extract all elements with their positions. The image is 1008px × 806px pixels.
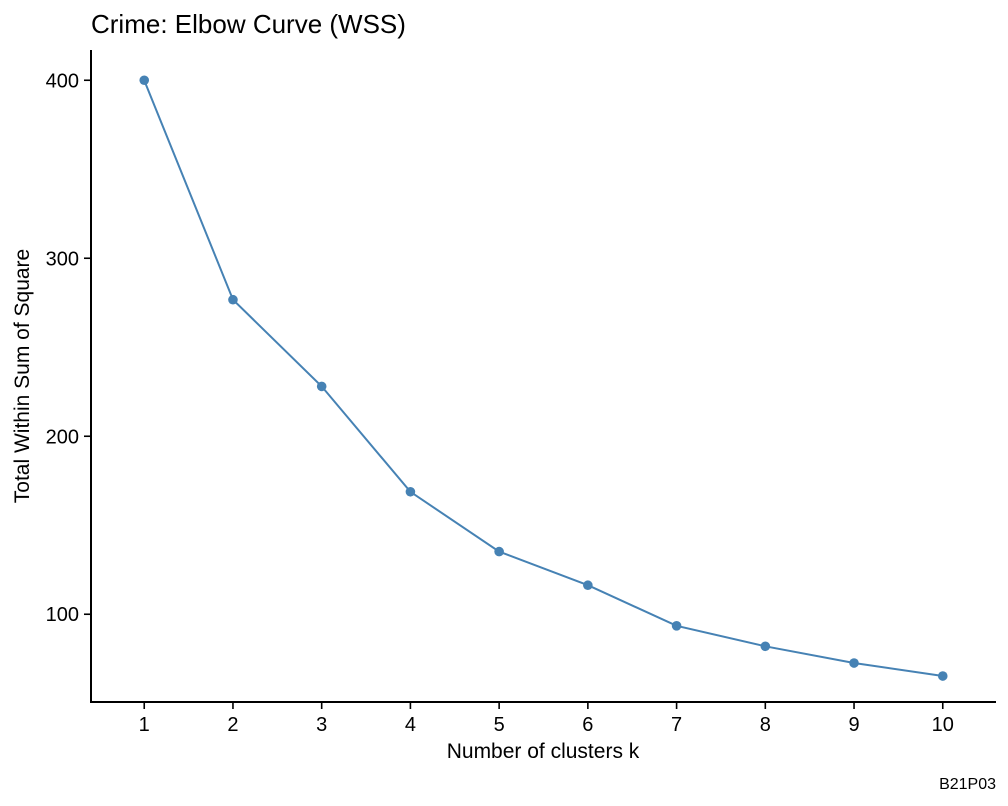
series-line [143, 79, 943, 677]
x-tick-label: 5 [494, 714, 505, 736]
x-tick-label: 3 [316, 714, 327, 736]
chart-title: Crime: Elbow Curve (WSS) [91, 9, 406, 39]
y-tick-label: 300 [46, 248, 79, 270]
x-axis-ticks: 1 2 3 4 5 6 7 8 9 10 [139, 702, 954, 736]
x-axis-title: Number of clusters k [447, 740, 640, 763]
chart-caption: B21P03 [939, 776, 996, 793]
data-point [583, 580, 593, 591]
data-point [494, 546, 504, 557]
data-point [228, 294, 238, 305]
data-point [671, 621, 682, 631]
series-layer [139, 75, 948, 681]
y-axis-ticks: 100 200 300 400 [46, 70, 91, 626]
x-tick-label: 10 [932, 714, 954, 736]
y-tick-label: 200 [46, 426, 79, 448]
x-tick-label: 7 [671, 714, 682, 736]
data-point [937, 671, 948, 681]
x-tick-label: 6 [582, 714, 593, 736]
x-tick-label: 1 [139, 714, 150, 736]
y-axis-title: Total Within Sum of Square [11, 249, 34, 503]
data-point [316, 381, 327, 392]
x-tick-label: 8 [760, 714, 771, 736]
x-tick-label: 4 [405, 714, 416, 736]
y-tick-label: 100 [46, 604, 79, 626]
data-point [139, 75, 150, 86]
data-point [760, 641, 771, 652]
x-tick-label: 9 [848, 714, 859, 736]
x-tick-label: 2 [227, 714, 238, 736]
data-point [849, 658, 859, 668]
data-point [405, 486, 416, 497]
y-tick-label: 400 [46, 70, 79, 92]
